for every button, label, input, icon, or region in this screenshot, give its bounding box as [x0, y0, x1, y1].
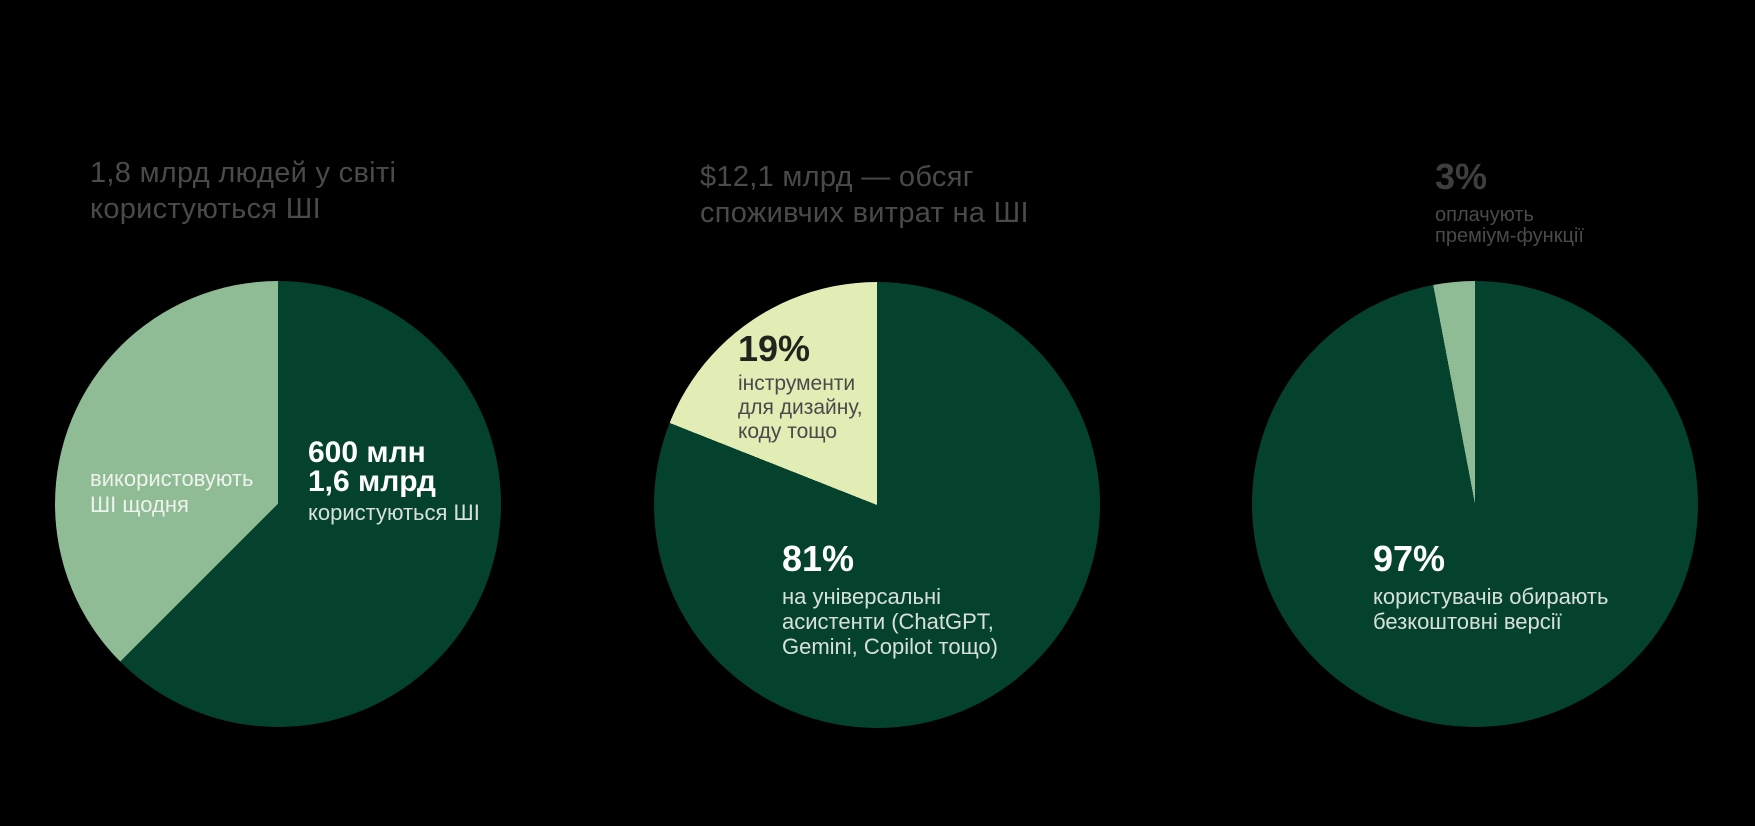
label-line: оплачують [1435, 204, 1534, 226]
label-line: преміум-функції [1435, 225, 1584, 247]
label-line: користуються ШІ [308, 500, 480, 525]
label-line: коду тощо [738, 420, 838, 443]
title-line: користуються ШІ [90, 193, 321, 225]
slice-label-free-users: 97% користувачів обирають безкоштовні ве… [1373, 538, 1608, 635]
pie-global-ai-users [55, 281, 501, 727]
slice-percent: 97% [1373, 538, 1446, 579]
slice-percent: 19% [738, 328, 811, 369]
label-line: Gemini, Copilot тощо) [782, 634, 998, 659]
value-line: 600 млн [308, 436, 426, 469]
title-line: споживчих витрат на ШІ [700, 197, 1029, 229]
label-line: ШІ щодня [90, 492, 189, 517]
label-line: безкоштовні версії [1373, 609, 1562, 634]
label-line: для дизайну, [738, 396, 863, 419]
title-line: 1,8 млрд людей у світі [90, 157, 397, 189]
label-line: використовують [90, 466, 254, 491]
pie-consumer-spending [654, 282, 1100, 728]
slice-percent: 3% [1435, 156, 1488, 197]
slice-label-daily-users: використовують ШІ щодня [90, 466, 253, 518]
slice-description: оплачують преміум-функції [1435, 205, 1584, 247]
slice-label-design-tools: 19% інструменти для дизайну, коду тощо [738, 330, 863, 444]
label-line: на універсальні [782, 584, 942, 609]
chart-title-consumer-spending: $12,1 млрд — обсяг споживчих витрат на Ш… [700, 159, 1029, 231]
label-line: користувачів обирають [1373, 584, 1609, 609]
slice-label-premium-payers: 3% оплачують преміум-функції [1435, 158, 1584, 247]
value-line: 1,6 млрд [308, 465, 436, 498]
chart-title-global-ai-users: 1,8 млрд людей у світі користуються ШІ [90, 155, 396, 227]
title-line: $12,1 млрд — обсяг [700, 161, 974, 193]
slice-percent: 81% [782, 538, 855, 579]
pie-free-vs-premium [1252, 281, 1698, 727]
slice-description: на універсальні асистенти (ChatGPT, Gemi… [782, 584, 998, 659]
slice-label-total-users: 600 млн 1,6 млрд користуються ШІ [308, 438, 480, 526]
slice-description: користувачів обирають безкоштовні версії [1373, 584, 1608, 634]
label-line: асистенти (ChatGPT, [782, 609, 994, 634]
label-line: інструменти [738, 372, 856, 395]
slice-description: інструменти для дизайну, коду тощо [738, 372, 863, 444]
slice-label-universal-assistants: 81% на універсальні асистенти (ChatGPT, … [782, 538, 998, 660]
